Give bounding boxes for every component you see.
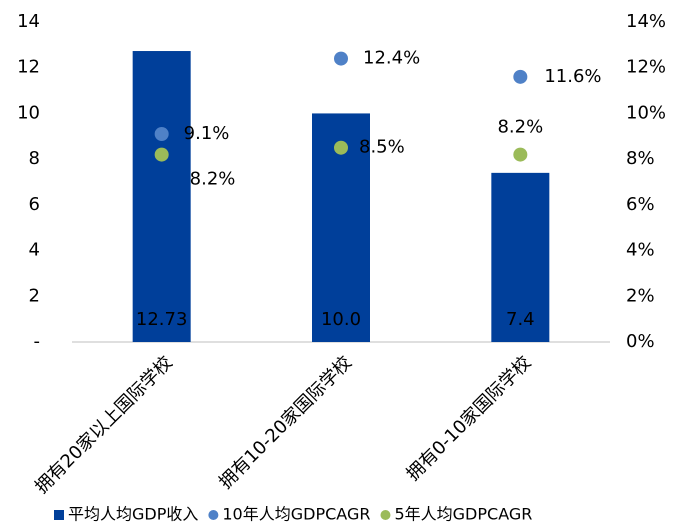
y2-tick-label: 12%: [626, 57, 666, 78]
y-tick-label: 6: [29, 194, 40, 215]
point: [334, 140, 348, 155]
y2-tick-label: 4%: [626, 240, 655, 261]
point: [154, 147, 169, 162]
y2-tick-label: 10%: [626, 102, 666, 123]
y-tick-label: 12: [17, 57, 40, 78]
y-tick-label: 8: [29, 148, 40, 169]
data-label: 9.1%: [184, 123, 230, 144]
legend-label: 10年人均GDPCAGR: [222, 505, 370, 524]
data-label: 8.2%: [497, 117, 543, 138]
y2-tick-label: 14%: [626, 11, 666, 32]
y2-tick-label: 0%: [626, 331, 655, 352]
point: [334, 51, 348, 66]
y2-tick-label: 2%: [626, 285, 655, 306]
bar: [491, 172, 550, 342]
point: [513, 69, 528, 84]
data-label: 12.73: [136, 309, 188, 330]
point: [154, 127, 169, 141]
point: [513, 147, 528, 162]
x-tick-label: 拥有0-10家国际学校: [403, 352, 536, 485]
bar: [132, 51, 191, 343]
legend-marker: [208, 510, 219, 520]
legend-label: 平均人均GDP收入: [68, 505, 198, 524]
data-label: 8.5%: [359, 137, 405, 158]
y-tick-label: 2: [29, 285, 40, 306]
legend-marker: [54, 510, 64, 520]
legend-marker: [380, 510, 391, 520]
data-label: 11.6%: [544, 66, 601, 87]
y-tick-label: 14: [17, 11, 40, 32]
y-tick-label: 10: [17, 102, 40, 123]
y2-tick-label: 8%: [626, 148, 655, 169]
data-label: 7.4: [506, 309, 535, 330]
y-tick-label: -: [34, 331, 41, 352]
x-tick-label: 拥有10-20家国际学校: [215, 352, 356, 493]
y2-tick-label: 6%: [626, 194, 655, 215]
y-tick-label: 4: [29, 240, 40, 261]
x-tick-label: 拥有20家以上国际学校: [31, 352, 177, 498]
legend-label: 5年人均GDPCAGR: [394, 505, 532, 524]
data-label: 12.4%: [363, 48, 420, 69]
data-label: 8.2%: [190, 169, 236, 190]
data-label: 10.0: [321, 309, 361, 330]
